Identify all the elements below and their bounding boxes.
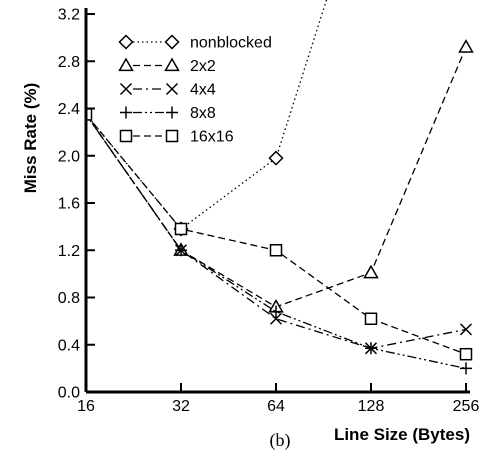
legend-marker-end-8x8	[166, 106, 178, 119]
x-tick-label: 128	[358, 398, 385, 415]
figure-caption: (b)	[270, 430, 291, 451]
series-line-8x8	[86, 114, 467, 370]
legend-marker-nonblocked	[118, 34, 134, 50]
legend-item-8x8: 8x8	[120, 105, 216, 122]
y-tick-label: 1.6	[58, 196, 80, 213]
legend-marker-2x2	[118, 57, 134, 72]
data-point-16x16-256	[459, 347, 473, 361]
x-tick-label: 16	[77, 398, 95, 415]
legend-marker-end-nonblocked	[164, 34, 180, 50]
legend-item-4x4: 4x4	[119, 82, 216, 99]
legend-item-nonblocked: nonblocked	[118, 34, 272, 52]
data-point-16x16-32	[174, 222, 188, 236]
legend-item-2x2: 2x2	[118, 57, 216, 75]
y-tick-label: 1.2	[58, 243, 80, 260]
legend-marker-end-4x4	[165, 82, 179, 96]
x-tick-label: 256	[453, 398, 480, 415]
y-tick-label: 0.8	[58, 290, 80, 307]
y-tick-label: 0.4	[58, 337, 80, 354]
data-point-2x2-256	[458, 39, 474, 53]
y-tick-label: 2.0	[58, 148, 80, 165]
series-line-nonblocked	[86, 0, 328, 230]
data-point-2x2-128	[363, 264, 379, 279]
y-axis-label: Miss Rate (%)	[21, 83, 40, 194]
y-tick-label: 2.4	[58, 101, 80, 118]
y-tick-label: 3.2	[58, 7, 80, 24]
legend-marker-16x16	[119, 129, 133, 143]
legend-marker-end-16x16	[165, 129, 179, 143]
legend-marker-8x8	[120, 106, 132, 119]
data-point-16x16-64	[269, 244, 283, 257]
legend-label-8x8: 8x8	[190, 105, 216, 122]
x-tick-label: 64	[267, 398, 285, 415]
data-point-8x8-64	[270, 305, 282, 318]
x-axis-label: Line Size (Bytes)	[334, 425, 470, 444]
legend: nonblocked 2x2 4x4 8x8 16x16	[118, 34, 272, 146]
data-point-16x16-128	[364, 312, 378, 326]
data-point-8x8-128	[365, 342, 377, 355]
x-tick-label: 32	[172, 398, 190, 415]
data-point-start	[86, 108, 93, 121]
plot-area	[86, 0, 474, 375]
data-point-4x4-64	[269, 312, 283, 325]
y-tick-label: 0.0	[58, 385, 80, 402]
legend-label-16x16: 16x16	[190, 129, 234, 146]
y-tick-label: 2.8	[58, 54, 80, 71]
legend-label-2x2: 2x2	[190, 58, 216, 75]
data-point-nonblocked-64	[268, 150, 284, 166]
series-line-2x2	[86, 46, 467, 308]
legend-label-4x4: 4x4	[190, 82, 216, 99]
data-point-4x4-256	[459, 323, 473, 336]
data-point-8x8-256	[460, 362, 472, 375]
data-point-8x8-32	[175, 244, 187, 257]
legend-item-16x16: 16x16	[119, 129, 234, 146]
axes: 0.0 0.4 0.8 1.2 1.6 2.0 2.4 2.8 3.2 16 32 64 128 256	[58, 7, 480, 416]
legend-marker-4x4	[119, 82, 133, 96]
legend-marker-end-2x2	[164, 57, 180, 72]
legend-label-nonblocked: nonblocked	[190, 35, 272, 52]
